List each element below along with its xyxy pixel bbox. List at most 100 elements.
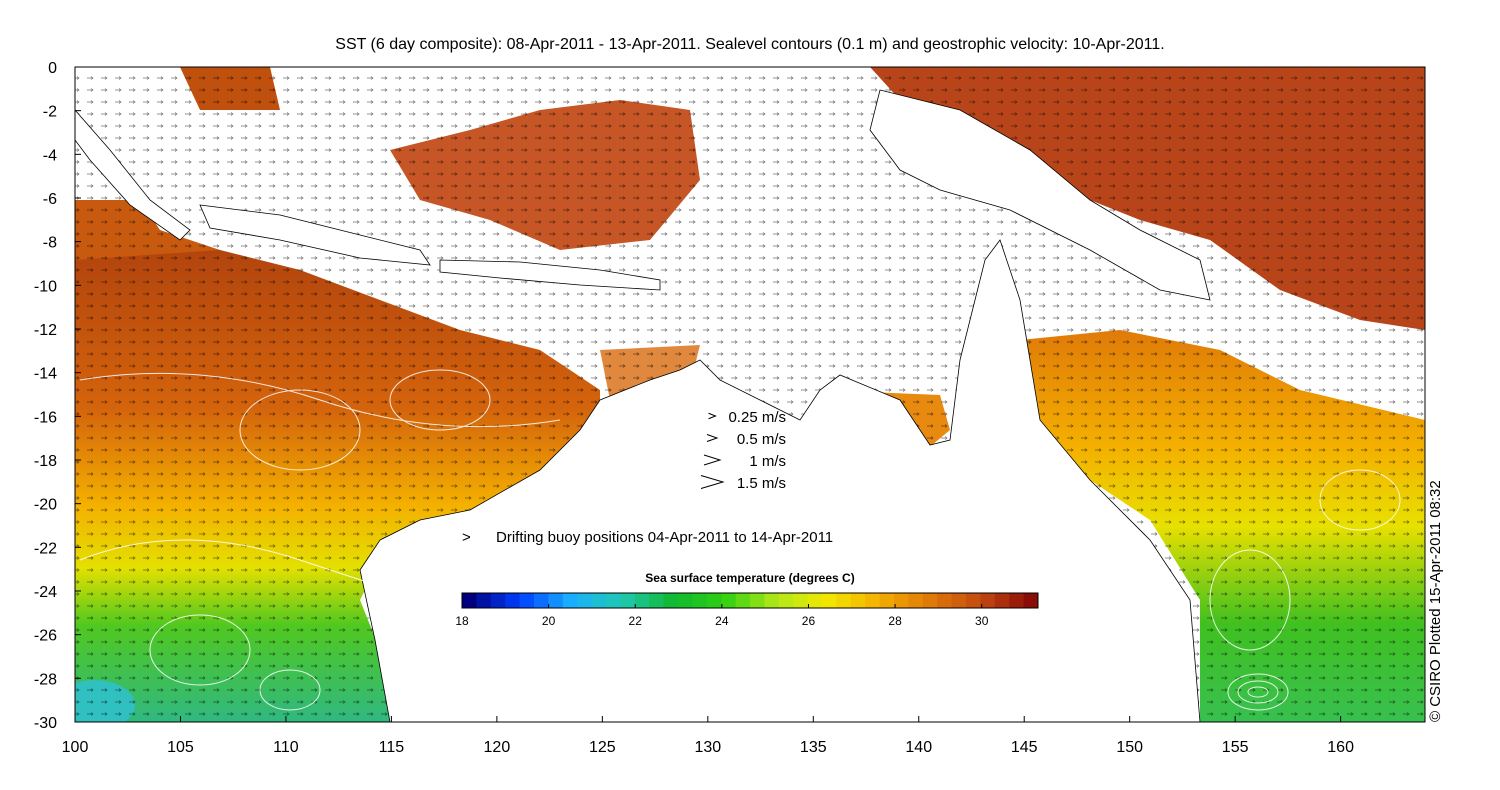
- y-tick-label: -24: [34, 584, 57, 601]
- colorbar-cell: [764, 593, 780, 608]
- colorbar-cell: [894, 593, 909, 608]
- colorbar-title: Sea surface temperature (degrees C): [645, 571, 854, 585]
- x-tick-label: 150: [1116, 739, 1143, 756]
- sealevel-contours: [79, 369, 1401, 711]
- colorbar-cell: [908, 593, 924, 608]
- y-tick-label: -22: [34, 540, 57, 557]
- colorbar-cell: [807, 593, 823, 608]
- velocity-arrow-icon: [703, 454, 722, 466]
- x-tick-label: 130: [694, 739, 721, 756]
- colorbar-cell: [663, 593, 679, 608]
- colorbar-cell: [778, 593, 794, 608]
- y-tick-label: -28: [34, 671, 57, 688]
- colorbar-cell: [476, 593, 492, 608]
- colorbar-tick-label: 20: [542, 614, 556, 628]
- y-tick-label: -4: [43, 147, 57, 164]
- velocity-arrow-icon: [706, 434, 719, 442]
- y-tick-label: -18: [34, 453, 57, 470]
- colorbar: Sea surface temperature (degrees C) 18 20…: [455, 571, 1039, 628]
- java-island: [199, 204, 431, 266]
- velocity-label: 0.25 m/s: [728, 409, 786, 426]
- lesser-sunda-islands: [439, 259, 661, 291]
- colorbar-cell: [750, 593, 765, 608]
- x-tick-label: 105: [167, 739, 194, 756]
- x-tick-label: 100: [62, 739, 89, 756]
- contour: [1227, 673, 1289, 711]
- colorbar-cell: [562, 593, 578, 608]
- x-tick-label: 145: [1011, 739, 1038, 756]
- colorbar-cells: [462, 593, 1039, 608]
- colorbar-tick-label: 22: [629, 614, 643, 628]
- colorbar-cell: [505, 593, 521, 608]
- colorbar-cell: [966, 593, 981, 608]
- y-tick-label: -14: [34, 366, 57, 383]
- colorbar-cell: [793, 593, 809, 608]
- y-tick-label: -30: [34, 715, 57, 732]
- contour: [79, 372, 561, 428]
- y-tick-label: -26: [34, 628, 57, 645]
- contour: [149, 614, 251, 686]
- velocity-label: 1.5 m/s: [737, 475, 786, 492]
- colorbar-cell: [865, 593, 881, 608]
- colorbar-cell: [706, 593, 722, 608]
- colorbar-cell: [980, 593, 996, 608]
- credit-text: © CSIRO Plotted 15-Apr-2011 08:32: [1427, 480, 1444, 722]
- colorbar-cell: [490, 593, 506, 608]
- colorbar-cell: [937, 593, 953, 608]
- colorbar-cell: [922, 593, 938, 608]
- map-field: [75, 67, 1425, 722]
- colorbar-cell: [519, 593, 535, 608]
- velocity-legend: 0.25 m/s 0.5 m/s 1 m/s 1.5 m/s: [700, 409, 786, 492]
- colorbar-cell: [1009, 593, 1025, 608]
- colorbar-ticks: 18 20 22 24 26 28 30: [455, 604, 989, 628]
- x-tick-label: 120: [484, 739, 511, 756]
- colorbar-cell: [721, 593, 737, 608]
- colorbar-cell: [850, 593, 866, 608]
- colorbar-tick-label: 18: [455, 614, 469, 628]
- plot-frame: [74, 66, 1426, 723]
- colorbar-cell: [735, 593, 751, 608]
- colorbar-cell: [836, 593, 852, 608]
- y-tick-label: -8: [43, 235, 57, 252]
- colorbar-cell: [1023, 593, 1039, 608]
- y-tick-label: -2: [43, 104, 57, 121]
- velocity-label: 0.5 m/s: [737, 431, 786, 448]
- x-tick-label: 140: [905, 739, 932, 756]
- contour: [259, 669, 321, 711]
- colorbar-cell: [591, 593, 607, 608]
- map-title: SST (6 day composite): 08-Apr-2011 - 13-…: [335, 36, 1165, 53]
- contour: [79, 539, 431, 601]
- y-axis: 0 -2 -4 -6 -8 -10 -12 -14 -16 -18 -20 -22 -24 -26 -28 -…: [34, 60, 81, 732]
- buoy-legend: > Drifting buoy positions 04-Apr-2011 to…: [462, 529, 833, 546]
- colorbar-cell: [606, 593, 621, 608]
- colorbar-cell: [620, 593, 636, 608]
- buoy-symbol-icon: >: [462, 529, 471, 546]
- colorbar-cell: [822, 593, 837, 608]
- y-tick-label: -6: [43, 191, 57, 208]
- velocity-label: 1 m/s: [749, 453, 786, 470]
- colorbar-cell: [534, 593, 549, 608]
- colorbar-frame: [461, 592, 1039, 609]
- y-tick-label: -12: [34, 322, 57, 339]
- colorbar-cell: [634, 593, 650, 608]
- contour: [389, 369, 491, 431]
- colorbar-cell: [678, 593, 693, 608]
- colorbar-cell: [649, 593, 665, 608]
- contour: [1237, 680, 1279, 704]
- x-tick-label: 135: [800, 739, 827, 756]
- contour: [239, 389, 361, 471]
- colorbar-cell: [994, 593, 1010, 608]
- y-tick-label: -20: [34, 497, 57, 514]
- velocity-arrow-icon: [708, 412, 717, 420]
- colorbar-cell: [951, 593, 967, 608]
- x-tick-label: 125: [589, 739, 616, 756]
- velocity-arrow-icon: [700, 475, 725, 489]
- contour: [1209, 549, 1291, 651]
- x-tick-label: 115: [379, 739, 405, 756]
- y-tick-label: 0: [48, 60, 57, 77]
- x-tick-label: 110: [273, 739, 299, 756]
- colorbar-tick-label: 24: [715, 614, 729, 628]
- colorbar-tick-label: 30: [975, 614, 989, 628]
- y-tick-label: -16: [34, 409, 57, 426]
